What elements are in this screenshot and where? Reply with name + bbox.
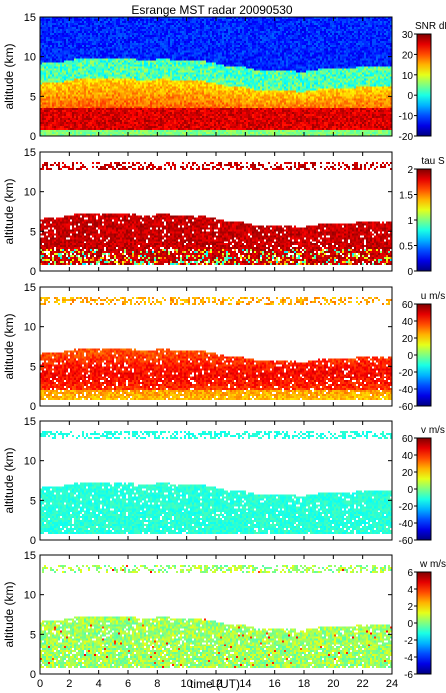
tau-colorbar-tick-label: 0 bbox=[407, 267, 413, 278]
tau-y-tick-label: 0 bbox=[30, 266, 36, 278]
tau-y-tick-label: 5 bbox=[30, 226, 36, 238]
u-heatmap bbox=[40, 287, 392, 406]
w-y-tick-label: 10 bbox=[24, 590, 36, 602]
snr-colorbar-tick-label: 30 bbox=[402, 30, 414, 41]
w-x-tick-label: 22 bbox=[357, 678, 369, 690]
w-x-tick-label: 0 bbox=[37, 678, 43, 690]
x-axis-label: time (UT) bbox=[190, 677, 240, 691]
u-colorbar-tick-label: 40 bbox=[402, 317, 414, 328]
u-y-tick-label: 5 bbox=[30, 361, 36, 373]
w-colorbar bbox=[416, 571, 432, 675]
snr-colorbar-tick-label: -20 bbox=[399, 132, 414, 143]
v-colorbar-tick-label: 20 bbox=[402, 468, 414, 479]
w-y-tick-label: 15 bbox=[24, 550, 36, 562]
u-colorbar-tick-label: 20 bbox=[402, 334, 414, 345]
tau-colorbar-tick-label: 2 bbox=[407, 165, 413, 176]
tau-colorbar-tick-label: 0.5 bbox=[399, 242, 413, 253]
w-colorbar-tick-label: -6 bbox=[404, 670, 413, 681]
w-colorbar-tick-label: -4 bbox=[404, 653, 413, 664]
w-x-tick-label: 6 bbox=[125, 678, 131, 690]
w-y-tick-label: 5 bbox=[30, 629, 36, 641]
w-colorbar-tick-label: -2 bbox=[404, 636, 413, 647]
u-colorbar-tick-label: 60 bbox=[402, 300, 414, 311]
snr-y-tick-label: 0 bbox=[30, 131, 36, 143]
snr-colorbar-label: SNR dB bbox=[415, 21, 446, 32]
v-colorbar-tick-label: 0 bbox=[407, 485, 413, 496]
w-x-tick-label: 10 bbox=[181, 678, 193, 690]
v-y-tick-label: 0 bbox=[30, 535, 36, 547]
w-colorbar-label: w m/s bbox=[419, 559, 446, 570]
tau-colorbar-label: tau S bbox=[421, 156, 445, 167]
panel-tau: 0 5 10 15 altitude (km) tau S 0 0.5 1 1.5 2 bbox=[2, 147, 445, 278]
u-colorbar-tick-label: -60 bbox=[399, 402, 414, 413]
v-y-tick-label: 5 bbox=[30, 495, 36, 507]
w-colorbar-tick-label: 6 bbox=[407, 568, 413, 579]
snr-colorbar-tick-label: -10 bbox=[399, 112, 414, 123]
snr-colorbar-tick-label: 10 bbox=[402, 71, 414, 82]
panel-v: 0 5 10 15 altitude (km) v m/s -60 -40 -20 0 20 40 60 bbox=[2, 416, 445, 547]
w-colorbar-tick-label: 2 bbox=[407, 602, 413, 613]
w-x-tick-label: 14 bbox=[239, 678, 251, 690]
tau-y-tick-label: 10 bbox=[24, 187, 36, 199]
snr-colorbar-tick-label: 0 bbox=[407, 91, 413, 102]
v-colorbar bbox=[416, 437, 432, 541]
snr-y-tick-label: 5 bbox=[30, 91, 36, 103]
tau-y-tick-label: 15 bbox=[24, 147, 36, 159]
v-y-tick-label: 10 bbox=[24, 456, 36, 468]
v-heatmap bbox=[40, 421, 392, 540]
u-colorbar-label: u m/s bbox=[421, 291, 445, 302]
tau-colorbar-tick-label: 1.5 bbox=[399, 191, 413, 202]
u-colorbar bbox=[416, 303, 432, 407]
u-y-tick-label: 10 bbox=[24, 322, 36, 334]
tau-colorbar-tick-label: 1 bbox=[407, 216, 413, 227]
tau-colorbar bbox=[416, 168, 432, 272]
tau-heatmap bbox=[40, 152, 392, 271]
u-colorbar-tick-label: -40 bbox=[399, 385, 414, 396]
v-colorbar-tick-label: 40 bbox=[402, 451, 414, 462]
v-y-axis-label: altitude (km) bbox=[2, 447, 16, 513]
snr-y-tick-label: 10 bbox=[24, 52, 36, 64]
w-x-tick-label: 8 bbox=[154, 678, 160, 690]
w-colorbar-tick-label: 4 bbox=[407, 585, 413, 596]
v-y-tick-label: 15 bbox=[24, 416, 36, 428]
figure-title: Esrange MST radar 20090530 bbox=[131, 3, 293, 17]
v-colorbar-tick-label: -60 bbox=[399, 536, 414, 547]
v-colorbar-tick-label: -40 bbox=[399, 519, 414, 530]
w-x-tick-label: 4 bbox=[96, 678, 102, 690]
u-y-axis-label: altitude (km) bbox=[2, 313, 16, 379]
u-colorbar-tick-label: -20 bbox=[399, 368, 414, 379]
w-x-tick-label: 24 bbox=[386, 678, 398, 690]
v-colorbar-label: v m/s bbox=[421, 425, 445, 436]
panel-u: 0 5 10 15 altitude (km) u m/s -60 -40 -20 0 20 40 60 bbox=[2, 282, 445, 413]
w-x-tick-label: 18 bbox=[298, 678, 310, 690]
w-x-tick-label: 12 bbox=[210, 678, 222, 690]
tau-y-axis-label: altitude (km) bbox=[2, 178, 16, 244]
w-x-tick-label: 20 bbox=[327, 678, 339, 690]
v-colorbar-tick-label: 60 bbox=[402, 434, 414, 445]
w-heatmap bbox=[40, 555, 392, 674]
snr-colorbar-tick-label: 20 bbox=[402, 50, 414, 61]
u-colorbar-tick-label: 0 bbox=[407, 351, 413, 362]
v-colorbar-tick-label: -20 bbox=[399, 502, 414, 513]
snr-colorbar bbox=[416, 33, 432, 137]
panel-snr: 0 5 10 15 altitude (km) SNR dB -20 -10 0 10 20 30 bbox=[2, 12, 446, 143]
w-x-tick-label: 2 bbox=[66, 678, 72, 690]
u-y-tick-label: 0 bbox=[30, 401, 36, 413]
u-y-tick-label: 15 bbox=[24, 282, 36, 294]
snr-heatmap bbox=[40, 17, 392, 136]
w-y-axis-label: altitude (km) bbox=[2, 581, 16, 647]
w-colorbar-tick-label: 0 bbox=[407, 619, 413, 630]
w-y-tick-label: 0 bbox=[30, 669, 36, 681]
snr-y-tick-label: 15 bbox=[24, 12, 36, 24]
w-x-tick-label: 16 bbox=[269, 678, 281, 690]
snr-y-axis-label: altitude (km) bbox=[2, 43, 16, 109]
